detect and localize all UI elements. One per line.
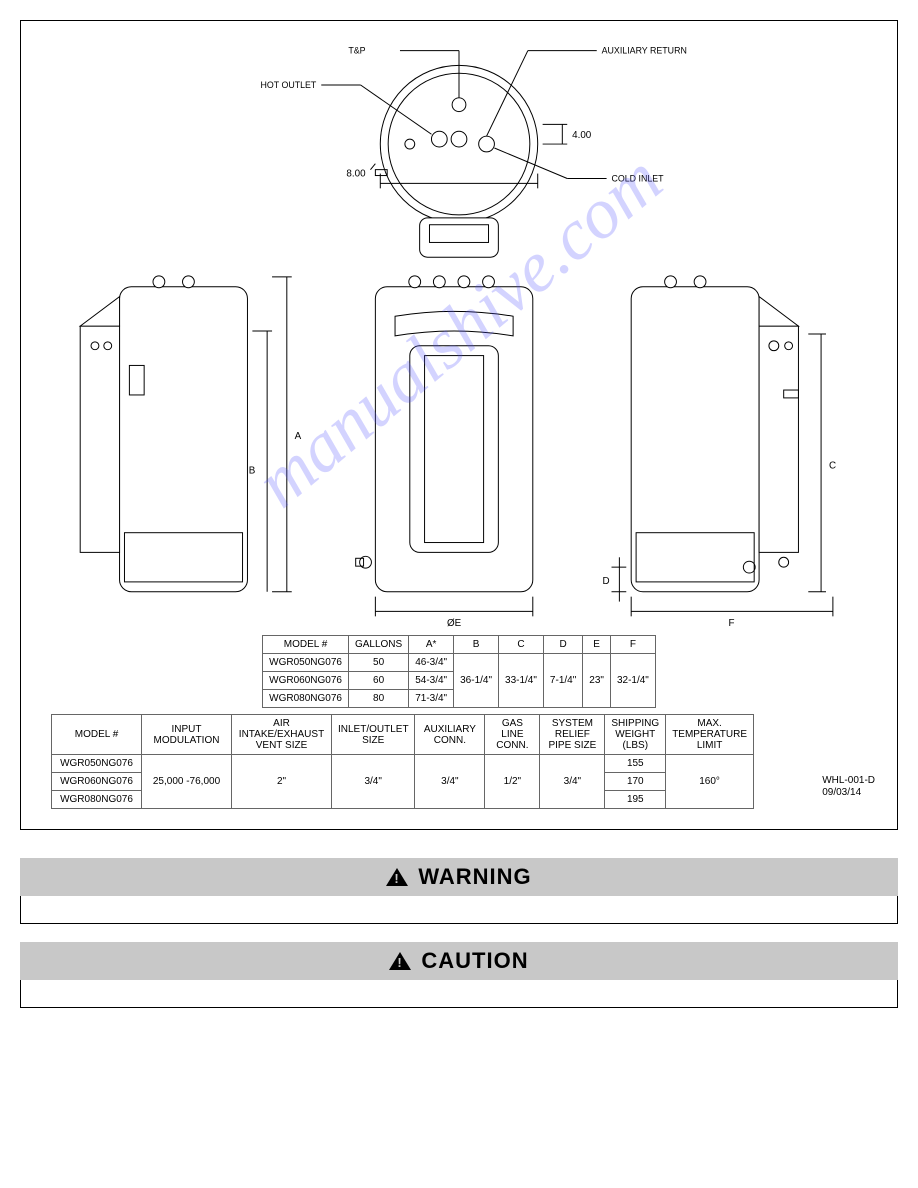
cell: 3/4" (415, 755, 485, 809)
warning-banner: WARNING (20, 858, 898, 924)
th-a: A* (409, 636, 454, 654)
cell: 155 (605, 755, 666, 773)
specs-table: MODEL # INPUT MODULATION AIR INTAKE/EXHA… (51, 714, 754, 809)
technical-drawing-svg: T&P AUXILIARY RETURN HOT OUTLET COLD INL… (31, 31, 887, 631)
cell: WGR060NG076 (263, 672, 349, 690)
dimensions-table-wrap: MODEL # GALLONS A* B C D E F WGR050NG076… (31, 635, 887, 708)
cell: 195 (605, 791, 666, 809)
cell: 33-1/4" (499, 654, 544, 708)
label-hot-outlet: HOT OUTLET (260, 80, 316, 90)
document-id: WHL-001-D 09/03/14 (822, 775, 875, 799)
specs-table-wrap: MODEL # INPUT MODULATION AIR INTAKE/EXHA… (31, 714, 887, 809)
cell: 50 (348, 654, 408, 672)
right-side-view: C D F (602, 276, 836, 629)
dim-c: C (829, 461, 836, 472)
dim-8: 8.00 (346, 169, 366, 180)
dim-d: D (602, 576, 609, 587)
warning-label: WARNING (418, 864, 531, 890)
doc-id-date: 09/03/14 (822, 787, 875, 799)
label-tp: T&P (348, 46, 365, 56)
diagram-area: T&P AUXILIARY RETURN HOT OUTLET COLD INL… (31, 31, 887, 631)
th: AUXILIARY CONN. (415, 715, 485, 755)
cell: 1/2" (485, 755, 540, 809)
cell: 60 (348, 672, 408, 690)
warning-body (20, 896, 898, 924)
dim-e: ØE (447, 618, 462, 629)
left-side-view: A B (80, 276, 301, 592)
th-e: E (583, 636, 611, 654)
th-gallons: GALLONS (348, 636, 408, 654)
th-b: B (454, 636, 499, 654)
cell: 25,000 -76,000 (142, 755, 232, 809)
dimensions-table: MODEL # GALLONS A* B C D E F WGR050NG076… (262, 635, 656, 708)
caution-label: CAUTION (421, 948, 528, 974)
cell: 80 (348, 690, 408, 708)
th: MODEL # (52, 715, 142, 755)
caution-body (20, 980, 898, 1008)
table-row: WGR050NG076 50 46-3/4" 36-1/4" 33-1/4" 7… (263, 654, 656, 672)
spec-drawing-frame: T&P AUXILIARY RETURN HOT OUTLET COLD INL… (20, 20, 898, 830)
cell: WGR080NG076 (263, 690, 349, 708)
dim-4: 4.00 (572, 130, 592, 141)
cell: 7-1/4" (543, 654, 582, 708)
th: INPUT MODULATION (142, 715, 232, 755)
cell: WGR050NG076 (263, 654, 349, 672)
label-cold-inlet: COLD INLET (612, 173, 665, 183)
table-row: WGR050NG076 25,000 -76,000 2" 3/4" 3/4" … (52, 755, 754, 773)
table-header-row: MODEL # GALLONS A* B C D E F (263, 636, 656, 654)
th: MAX. TEMPERATURE LIMIT (666, 715, 754, 755)
th: INLET/OUTLET SIZE (332, 715, 415, 755)
cell: 170 (605, 773, 666, 791)
th: GAS LINE CONN. (485, 715, 540, 755)
cell: WGR060NG076 (52, 773, 142, 791)
top-view: T&P AUXILIARY RETURN HOT OUTLET COLD INL… (260, 46, 686, 258)
dim-b: B (249, 466, 256, 477)
dim-f: F (729, 618, 735, 629)
th: SHIPPING WEIGHT (LBS) (605, 715, 666, 755)
caution-banner: CAUTION (20, 942, 898, 1008)
th-d: D (543, 636, 582, 654)
cell: 54-3/4" (409, 672, 454, 690)
cell: 3/4" (332, 755, 415, 809)
cell: 23" (583, 654, 611, 708)
caution-header: CAUTION (20, 942, 898, 980)
cell: 32-1/4" (610, 654, 655, 708)
cell: 3/4" (540, 755, 605, 809)
warning-triangle-icon (386, 868, 408, 886)
th-model: MODEL # (263, 636, 349, 654)
cell: 160° (666, 755, 754, 809)
cell: WGR080NG076 (52, 791, 142, 809)
doc-id-code: WHL-001-D (822, 775, 875, 787)
cell: 71-3/4" (409, 690, 454, 708)
th: AIR INTAKE/EXHAUST VENT SIZE (232, 715, 332, 755)
cell: 46-3/4" (409, 654, 454, 672)
th: SYSTEM RELIEF PIPE SIZE (540, 715, 605, 755)
cell: 36-1/4" (454, 654, 499, 708)
cell: WGR050NG076 (52, 755, 142, 773)
front-view: ØE (356, 276, 533, 629)
cell: 2" (232, 755, 332, 809)
th-c: C (499, 636, 544, 654)
banner-block: WARNING CAUTION (20, 858, 898, 1008)
th-f: F (610, 636, 655, 654)
label-aux-return: AUXILIARY RETURN (602, 46, 687, 56)
dim-a: A (295, 431, 302, 442)
caution-triangle-icon (389, 952, 411, 970)
table-header-row: MODEL # INPUT MODULATION AIR INTAKE/EXHA… (52, 715, 754, 755)
warning-header: WARNING (20, 858, 898, 896)
